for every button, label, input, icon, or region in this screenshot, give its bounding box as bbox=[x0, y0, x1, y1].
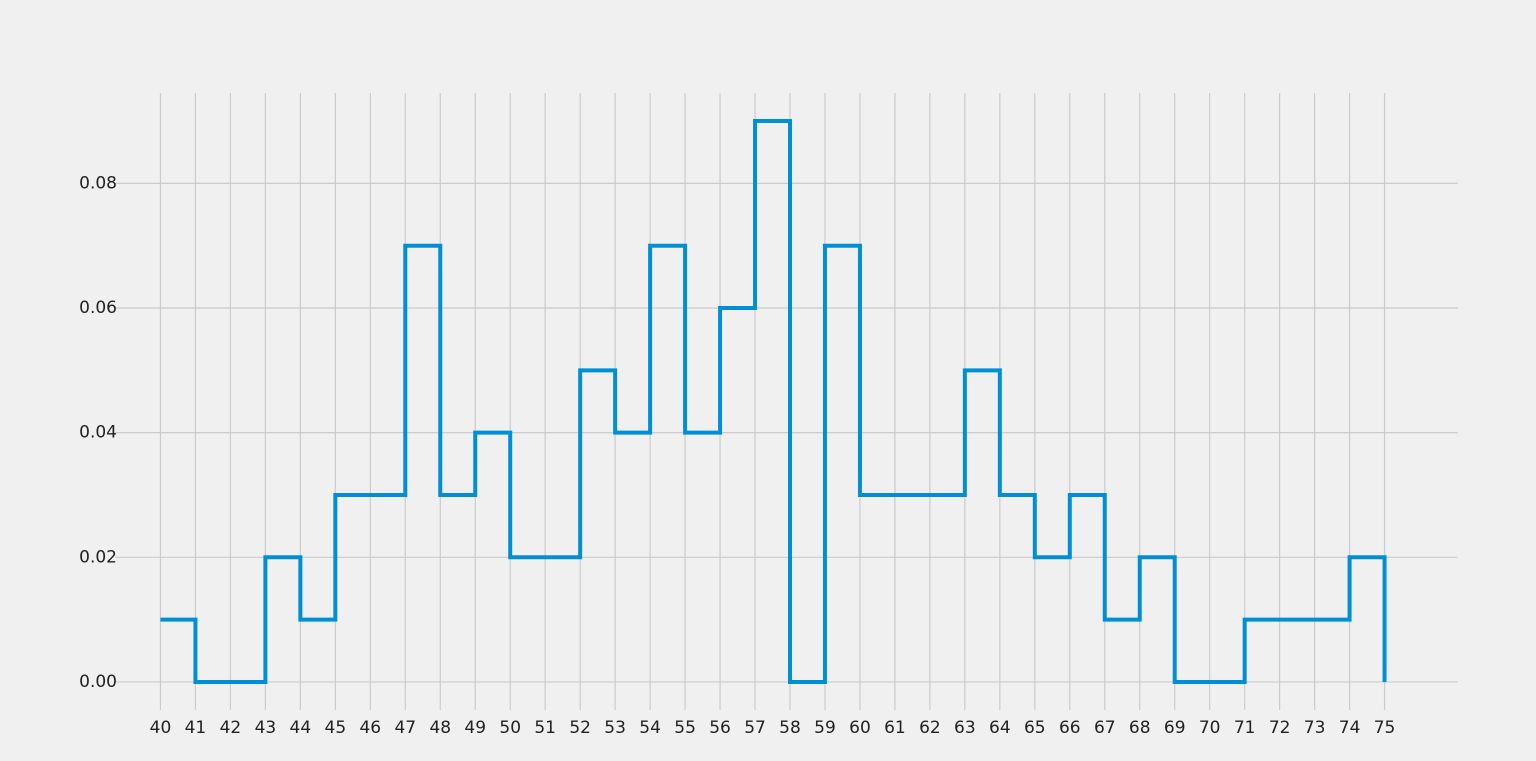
y-tick-label: 0.02 bbox=[79, 547, 117, 567]
x-tick-label: 45 bbox=[325, 718, 347, 738]
x-tick-label: 65 bbox=[1024, 718, 1046, 738]
x-tick-label: 71 bbox=[1234, 718, 1256, 738]
x-tick-label: 62 bbox=[919, 718, 941, 738]
y-tick-label: 0.00 bbox=[79, 672, 117, 692]
x-tick-label: 40 bbox=[150, 718, 172, 738]
x-tick-label: 59 bbox=[814, 718, 836, 738]
x-tick-label: 44 bbox=[290, 718, 312, 738]
x-tick-label: 55 bbox=[674, 718, 696, 738]
y-tick-label: 0.04 bbox=[79, 423, 117, 443]
x-tick-label: 48 bbox=[429, 718, 451, 738]
x-tick-label: 73 bbox=[1304, 718, 1326, 738]
x-tick-label: 53 bbox=[604, 718, 626, 738]
x-tick-label: 42 bbox=[220, 718, 242, 738]
x-tick-label: 75 bbox=[1374, 718, 1396, 738]
x-tick-label: 60 bbox=[849, 718, 871, 738]
y-axis-ticks: 0.00 0.02 0.04 0.06 0.08 bbox=[79, 173, 117, 692]
x-tick-label: 63 bbox=[954, 718, 976, 738]
x-tick-label: 43 bbox=[255, 718, 277, 738]
x-tick-label: 70 bbox=[1199, 718, 1221, 738]
x-tick-label: 64 bbox=[989, 718, 1011, 738]
x-tick-label: 49 bbox=[464, 718, 486, 738]
series-layer bbox=[160, 119, 1387, 684]
x-tick-label: 66 bbox=[1059, 718, 1081, 738]
y-tick-label: 0.06 bbox=[79, 298, 117, 318]
x-tick-label: 61 bbox=[884, 718, 906, 738]
x-axis-ticks: 40 41 42 43 44 45 46 47 48 49 50 51 52 53 54 55 56 57 58 59… bbox=[150, 718, 1396, 738]
x-tick-label: 57 bbox=[744, 718, 766, 738]
x-tick-label: 68 bbox=[1129, 718, 1151, 738]
y-tick-label: 0.08 bbox=[79, 173, 117, 193]
x-tick-label: 46 bbox=[359, 718, 381, 738]
x-tick-label: 69 bbox=[1164, 718, 1186, 738]
series-line-0 bbox=[160, 119, 1387, 684]
x-tick-label: 51 bbox=[534, 718, 556, 738]
x-tick-label: 52 bbox=[569, 718, 591, 738]
x-tick-label: 47 bbox=[394, 718, 416, 738]
x-tick-label: 56 bbox=[709, 718, 731, 738]
grid bbox=[115, 93, 1458, 710]
x-tick-label: 50 bbox=[499, 718, 521, 738]
x-tick-label: 72 bbox=[1269, 718, 1291, 738]
x-tick-label: 54 bbox=[639, 718, 661, 738]
x-tick-label: 58 bbox=[779, 718, 801, 738]
x-tick-label: 41 bbox=[185, 718, 207, 738]
x-tick-label: 67 bbox=[1094, 718, 1116, 738]
x-tick-label: 74 bbox=[1339, 718, 1361, 738]
